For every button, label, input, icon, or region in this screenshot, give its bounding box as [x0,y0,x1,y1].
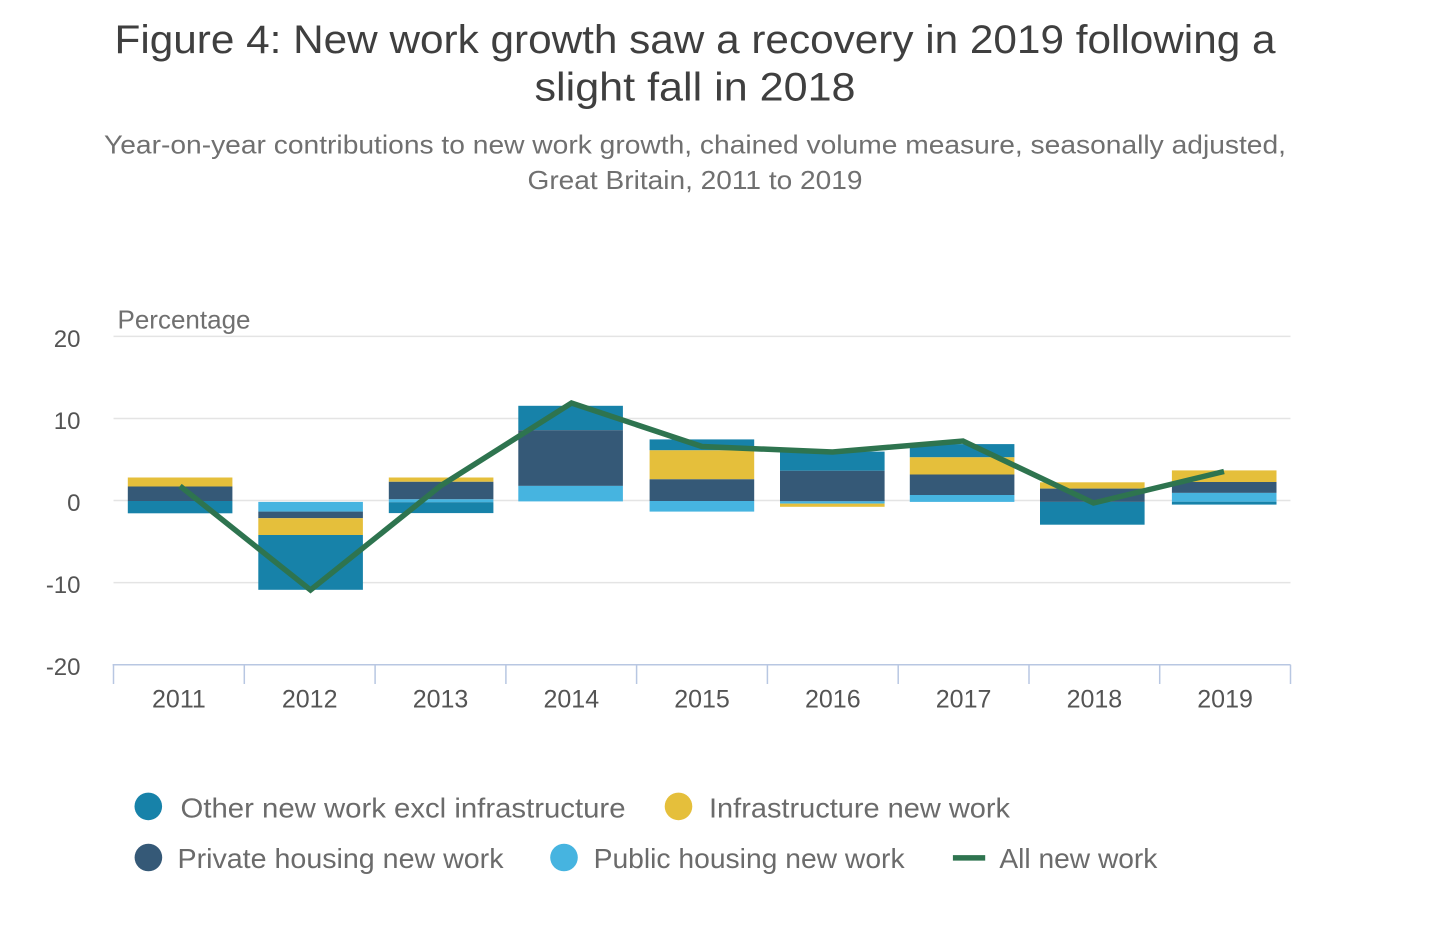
svg-text:10: 10 [54,408,81,435]
svg-text:Other new work excl infrastruc: Other new work excl infrastructure [181,793,626,824]
svg-text:2016: 2016 [805,686,861,714]
svg-text:Percentage: Percentage [118,305,251,335]
svg-text:2014: 2014 [543,686,599,714]
svg-text:Public housing new work: Public housing new work [594,843,906,874]
svg-text:2012: 2012 [282,686,338,714]
svg-text:20: 20 [54,326,81,353]
svg-text:-10: -10 [46,572,81,599]
svg-text:2013: 2013 [413,686,469,714]
svg-text:Private housing new work: Private housing new work [178,843,505,874]
svg-text:Year-on-year contributions to: Year-on-year contributions to new work g… [104,130,1286,160]
svg-text:-20: -20 [46,654,81,681]
svg-text:0: 0 [67,490,80,517]
svg-text:2017: 2017 [936,686,992,714]
svg-text:Great Britain, 2011 to 2019: Great Britain, 2011 to 2019 [528,165,863,195]
svg-text:Figure 4: New work growth saw: Figure 4: New work growth saw a recovery… [115,18,1277,62]
svg-text:All new work: All new work [999,843,1158,874]
svg-text:2019: 2019 [1197,686,1253,714]
svg-text:Infrastructure new work: Infrastructure new work [709,793,1011,824]
svg-text:slight fall in 2018: slight fall in 2018 [535,66,856,110]
svg-text:2015: 2015 [674,686,730,714]
svg-text:2011: 2011 [152,686,206,714]
svg-text:2018: 2018 [1067,686,1123,714]
